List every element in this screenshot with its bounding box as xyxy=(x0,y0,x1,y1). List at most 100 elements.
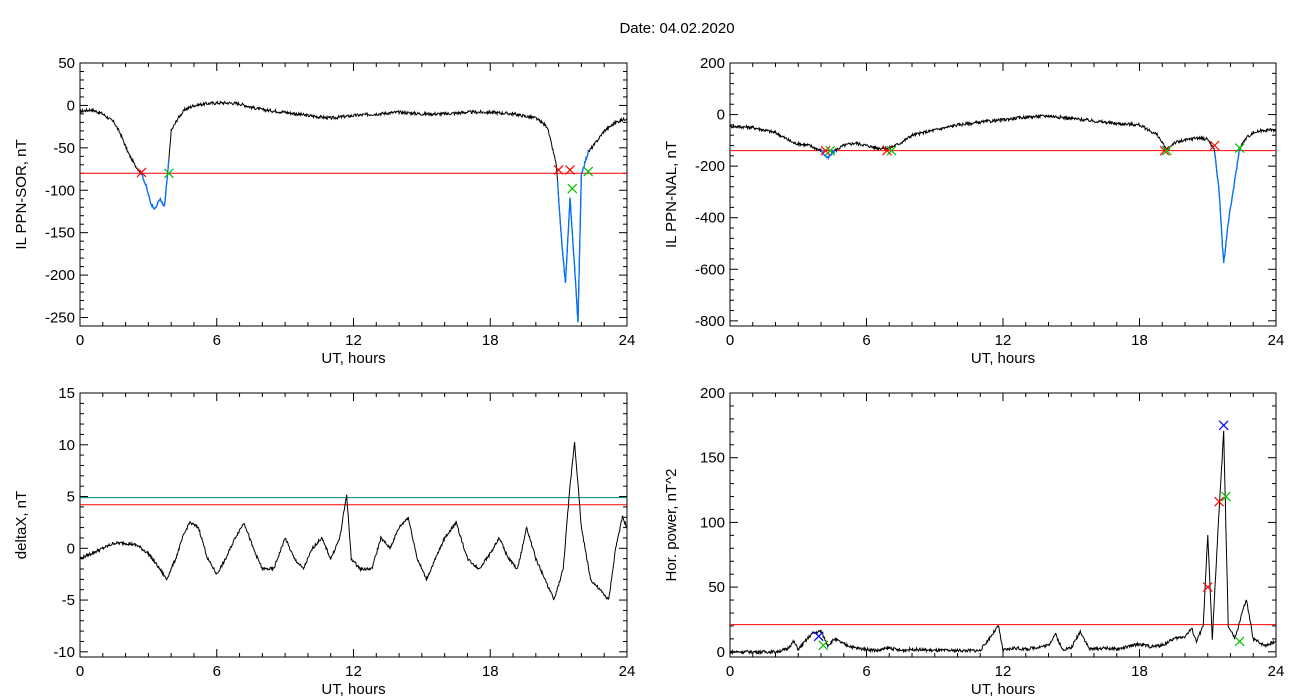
date-title: Date: 04.02.2020 xyxy=(619,20,734,37)
x-tick-label: 24 xyxy=(1268,663,1285,680)
marker-stroke xyxy=(813,631,824,642)
marker-red xyxy=(565,164,575,175)
chart-panel-nal: 0 6 12 18 24 200 0 -200 -400 -600 -800 UT, hours IL … xyxy=(663,55,1284,367)
x-tick-label: 24 xyxy=(619,332,636,349)
marker-green xyxy=(1234,143,1245,154)
x-tick-label: 0 xyxy=(76,332,84,349)
marker-stroke xyxy=(1234,636,1245,647)
y-tick-label: 0 xyxy=(67,97,75,114)
chart-panel-deltax: 0 6 12 18 24 15 10 5 0 -5 -10 UT, hours deltaX, nT xyxy=(13,385,635,698)
chart-panel-sor: 0 6 12 18 24 50 0 -50 -100 -150 -200 -250 UT, hours I… xyxy=(13,55,635,367)
y-axis-label: IL PPN-SOR, nT xyxy=(13,139,30,249)
series-line xyxy=(80,100,627,323)
marker-green xyxy=(825,145,836,156)
marker-stroke xyxy=(1221,491,1231,502)
y-tick-label: -800 xyxy=(695,313,725,330)
y-tick-label: -50 xyxy=(53,140,75,157)
y-axis-label: deltaX, nT xyxy=(13,491,30,559)
y-tick-label: 5 xyxy=(67,489,75,506)
y-tick-label: 10 xyxy=(58,437,75,454)
marker-red xyxy=(820,145,831,156)
series-highlight xyxy=(140,158,170,211)
series-line xyxy=(730,113,1276,263)
y-tick-label: 200 xyxy=(700,55,725,72)
x-tick-label: 12 xyxy=(345,663,362,680)
marker-stroke xyxy=(818,640,829,651)
marker-stroke xyxy=(1202,582,1213,593)
marker-stroke xyxy=(820,145,831,156)
y-tick-label: -600 xyxy=(695,261,725,278)
y-tick-label: 200 xyxy=(700,385,725,402)
marker-stroke xyxy=(583,166,594,177)
plot-frame xyxy=(79,62,628,327)
marker-blue xyxy=(813,631,824,642)
marker-red xyxy=(553,164,564,175)
marker-stroke xyxy=(136,167,147,178)
x-axis-label: UT, hours xyxy=(321,350,385,367)
y-axis-label: Hor. power, nT^2 xyxy=(663,469,680,582)
marker-stroke xyxy=(163,168,174,179)
series-highlight xyxy=(556,150,589,323)
x-tick-label: 18 xyxy=(1131,332,1148,349)
marker-green xyxy=(567,183,578,194)
marker-blue xyxy=(1218,420,1229,431)
marker-red xyxy=(882,145,892,156)
x-tick-label: 0 xyxy=(726,663,734,680)
x-tick-label: 18 xyxy=(482,663,499,680)
marker-green xyxy=(163,168,174,179)
marker-green xyxy=(1161,145,1172,156)
marker-red xyxy=(1209,140,1220,151)
x-tick-label: 12 xyxy=(345,332,362,349)
marker-stroke xyxy=(825,145,836,156)
plot-area xyxy=(80,441,627,601)
marker-stroke xyxy=(567,183,578,194)
y-tick-label: 0 xyxy=(717,644,725,661)
x-axis-label: UT, hours xyxy=(321,681,385,698)
y-tick-label: -200 xyxy=(45,267,75,284)
marker-green xyxy=(1221,491,1231,502)
x-tick-label: 12 xyxy=(995,332,1012,349)
plot-area xyxy=(730,113,1276,263)
x-axis-label: UT, hours xyxy=(971,350,1035,367)
y-tick-label: -5 xyxy=(62,592,75,609)
marker-stroke xyxy=(1161,145,1172,156)
x-axis-label: UT, hours xyxy=(971,681,1035,698)
x-tick-label: 18 xyxy=(1131,663,1148,680)
y-tick-label: 0 xyxy=(717,107,725,124)
plot-area xyxy=(730,420,1276,656)
x-tick-label: 24 xyxy=(619,663,636,680)
plot-frame xyxy=(729,62,1277,327)
y-tick-label: -10 xyxy=(53,644,75,661)
x-tick-label: 24 xyxy=(1268,332,1285,349)
y-tick-label: 0 xyxy=(67,540,75,557)
x-tick-label: 0 xyxy=(726,332,734,349)
marker-green xyxy=(818,640,829,651)
x-tick-label: 0 xyxy=(76,663,84,680)
x-tick-label: 6 xyxy=(213,663,221,680)
marker-stroke xyxy=(565,164,575,175)
marker-stroke xyxy=(553,164,564,175)
y-axis-label: IL PPN-NAL, nT xyxy=(663,141,680,248)
marker-red xyxy=(1202,582,1213,593)
y-tick-label: 50 xyxy=(58,55,75,72)
x-tick-label: 6 xyxy=(213,332,221,349)
x-tick-label: 6 xyxy=(862,332,870,349)
y-tick-label: -100 xyxy=(45,182,75,199)
marker-stroke xyxy=(1159,145,1170,156)
marker-red xyxy=(136,167,147,178)
series-line xyxy=(80,441,627,601)
y-tick-label: -200 xyxy=(695,158,725,175)
y-tick-label: 50 xyxy=(708,579,725,596)
marker-stroke xyxy=(1209,140,1220,151)
marker-red xyxy=(1214,496,1225,507)
y-tick-label: -250 xyxy=(45,310,75,327)
plot-area xyxy=(80,100,627,323)
marker-stroke xyxy=(1218,420,1229,431)
series-line xyxy=(730,430,1276,656)
chart-panel-power: 0 6 12 18 24 200 150 100 50 0 UT, hours Hor. power,… xyxy=(663,385,1284,698)
plot-frame xyxy=(729,392,1277,658)
marker-green xyxy=(886,145,897,156)
x-tick-label: 6 xyxy=(862,663,870,680)
marker-stroke xyxy=(886,145,897,156)
series-highlight xyxy=(1213,147,1241,263)
